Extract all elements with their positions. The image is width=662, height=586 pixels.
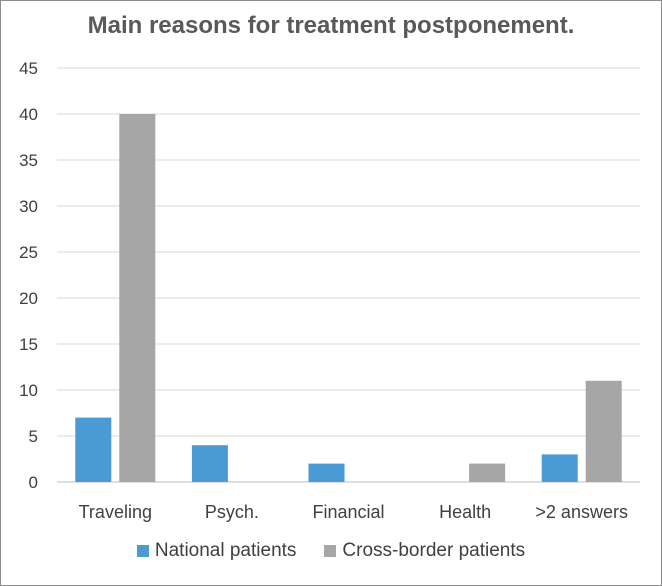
legend-item-cross-border: Cross-border patients <box>324 540 525 562</box>
bar <box>191 445 228 482</box>
bar <box>119 114 156 482</box>
x-tick-label: Traveling <box>79 502 152 522</box>
y-tick-label: 40 <box>19 105 38 124</box>
y-tick-label: 25 <box>19 243 38 262</box>
y-tick-label: 15 <box>19 335 38 354</box>
x-tick-label: Financial <box>312 502 384 522</box>
bar <box>75 417 112 482</box>
y-tick-label: 35 <box>19 151 38 170</box>
y-tick-label: 0 <box>29 473 38 492</box>
legend: National patients Cross-border patients <box>0 540 662 562</box>
x-tick-label: Health <box>439 502 491 522</box>
legend-label-national: National patients <box>154 540 297 561</box>
bar <box>541 454 578 482</box>
y-tick-label: 45 <box>19 59 38 78</box>
legend-label-cross-border: Cross-border patients <box>342 540 526 561</box>
legend-swatch-national <box>136 545 149 557</box>
bar <box>469 463 506 482</box>
y-tick-label: 20 <box>19 289 38 308</box>
x-tick-label: Psych. <box>205 502 259 522</box>
y-tick-label: 10 <box>19 381 38 400</box>
bar <box>308 463 345 482</box>
legend-item-national: National patients <box>136 540 297 562</box>
legend-swatch-cross-border <box>324 545 337 557</box>
y-tick-label: 5 <box>29 427 38 446</box>
chart-title: Main reasons for treatment postponement. <box>87 12 575 39</box>
bar <box>585 380 622 482</box>
x-tick-label: >2 answers <box>535 502 628 522</box>
y-tick-label: 30 <box>19 197 38 216</box>
